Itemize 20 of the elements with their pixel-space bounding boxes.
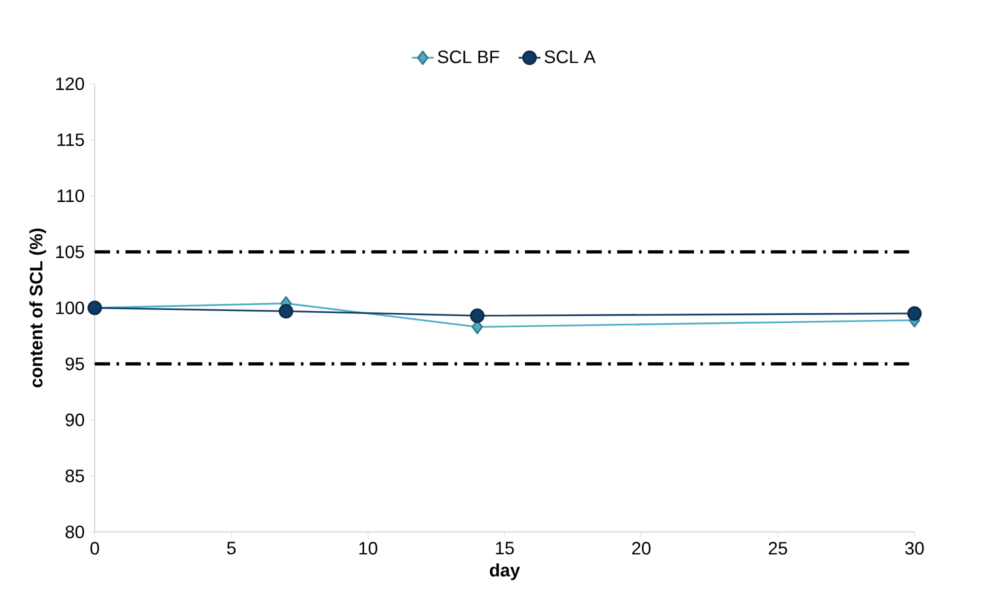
y-tick-label: 100 <box>56 301 84 314</box>
x-tick-label: 5 <box>227 542 236 554</box>
y-tick-label: 105 <box>56 245 84 258</box>
x-tick-label: 10 <box>359 542 378 554</box>
y-tick-label: 110 <box>58 189 84 202</box>
x-tick-label: 0 <box>90 542 100 554</box>
y-tick-label: 120 <box>56 77 84 90</box>
x-tick-label: 25 <box>768 542 788 554</box>
legend-label: SCL BF <box>438 50 500 64</box>
y-tick-label: 80 <box>66 525 84 538</box>
legend-label: SCL A <box>544 50 596 64</box>
y-tick-label: 90 <box>66 413 84 426</box>
y-tick-label: 95 <box>66 357 84 370</box>
x-tick-label: 15 <box>496 542 514 554</box>
y-axis-title: content of SCL (%) <box>29 228 46 388</box>
x-axis-title: day <box>490 563 520 580</box>
x-tick-label: 30 <box>905 542 924 554</box>
y-tick-label: 85 <box>66 469 84 482</box>
x-tick-label: 20 <box>632 542 651 554</box>
y-tick-label: 115 <box>58 133 84 146</box>
